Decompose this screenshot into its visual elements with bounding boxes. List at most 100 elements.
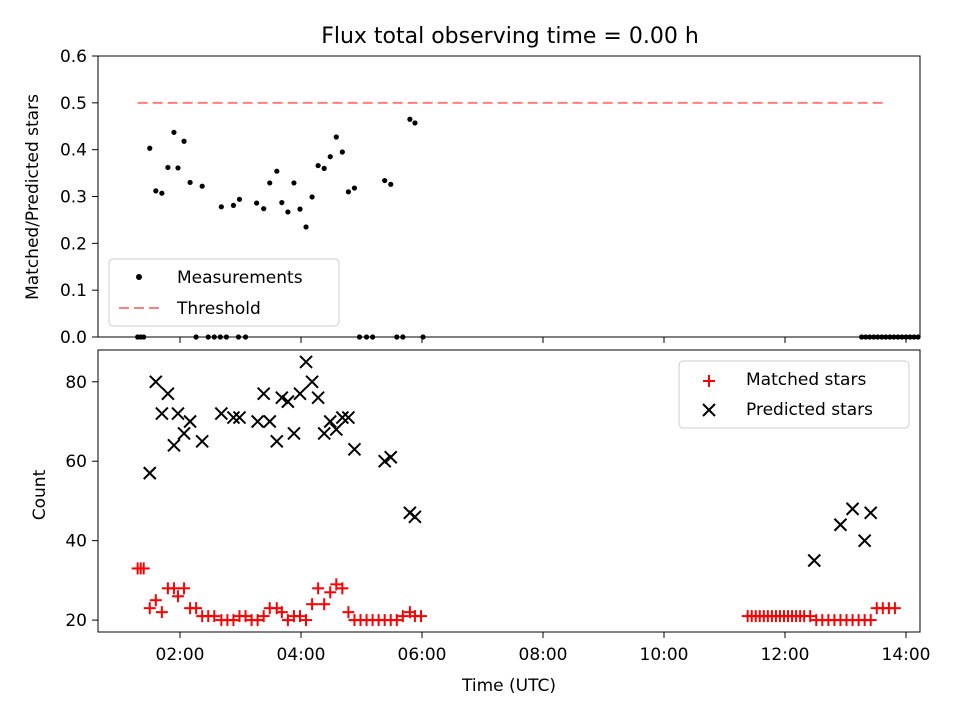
predicted-star-marker bbox=[143, 466, 157, 480]
predicted-star-marker bbox=[287, 426, 301, 441]
measurement-point bbox=[230, 202, 237, 208]
x-axis-label: Time (UTC) bbox=[461, 676, 556, 696]
predicted-star-marker bbox=[263, 414, 277, 429]
matched-star-marker bbox=[281, 614, 294, 627]
measurement-point bbox=[333, 134, 339, 140]
measurement-point bbox=[363, 334, 370, 340]
matched-star-marker bbox=[864, 614, 877, 627]
measurement-point bbox=[175, 165, 181, 171]
matched-star-marker bbox=[155, 606, 168, 619]
matched-star-marker bbox=[390, 614, 403, 627]
predicted-star-marker bbox=[335, 410, 350, 425]
bottom-x-tick-label: 12:00 bbox=[761, 645, 810, 665]
matched-star-marker bbox=[318, 598, 331, 611]
measurement-point bbox=[400, 334, 406, 340]
bottom-y-tick-label: 80 bbox=[65, 373, 87, 393]
measurement-point bbox=[911, 334, 917, 340]
top-y-axis-label: Matched/Predicted stars bbox=[23, 94, 43, 300]
measurement-point bbox=[199, 183, 205, 189]
bottom-x-tick-label: 06:00 bbox=[398, 645, 447, 665]
predicted-star-marker bbox=[384, 450, 398, 464]
matched-stars-points bbox=[131, 562, 901, 627]
top-y-tick-label: 0.2 bbox=[60, 234, 87, 254]
measurement-point bbox=[218, 204, 224, 210]
matched-star-marker bbox=[137, 562, 150, 575]
matched-star-marker bbox=[293, 610, 306, 623]
measurement-point bbox=[871, 334, 877, 340]
measurement-point bbox=[165, 164, 171, 171]
measurement-point bbox=[883, 334, 889, 340]
predicted-star-marker bbox=[833, 518, 848, 532]
matched-star-marker bbox=[414, 610, 427, 623]
top-y-tick-label: 0.1 bbox=[60, 281, 87, 301]
measurement-point bbox=[412, 120, 418, 126]
matched-star-marker bbox=[330, 578, 343, 591]
measurement-point bbox=[388, 181, 394, 187]
predicted-star-marker bbox=[299, 355, 313, 369]
matched-star-marker bbox=[275, 606, 288, 619]
measurement-point bbox=[235, 334, 242, 340]
bottom-y-tick-label: 60 bbox=[65, 452, 87, 472]
measurement-point bbox=[859, 334, 865, 340]
measurement-point bbox=[303, 224, 309, 230]
matched-star-marker bbox=[396, 610, 409, 623]
predicted-star-marker bbox=[281, 394, 295, 409]
matched-star-marker bbox=[251, 614, 264, 627]
measurement-point bbox=[147, 145, 153, 151]
matched-star-marker bbox=[149, 594, 162, 607]
predicted-star-marker bbox=[270, 434, 284, 449]
matched-star-marker bbox=[178, 582, 191, 595]
legend-marker-measurements bbox=[136, 274, 142, 280]
measurement-point bbox=[339, 149, 345, 155]
measurement-point bbox=[261, 206, 267, 212]
bottom-x-tick-label: 10:00 bbox=[640, 645, 689, 665]
measurement-point bbox=[205, 334, 211, 340]
matched-star-marker bbox=[888, 602, 901, 615]
top-panel: 0.0 0.1 0.2 0.3 0.4 0.5 0.6 Matched/Predicted … bbox=[23, 47, 921, 348]
measurement-point bbox=[369, 334, 376, 340]
predicted-star-marker bbox=[177, 426, 191, 441]
predicted-star-marker bbox=[311, 390, 325, 405]
measurement-point bbox=[907, 334, 913, 340]
top-y-tick-label: 0.4 bbox=[60, 141, 87, 161]
measurement-point bbox=[915, 334, 921, 340]
legend-label-predicted: Predicted stars bbox=[746, 400, 873, 420]
predicted-star-marker bbox=[864, 506, 878, 520]
predicted-star-marker bbox=[341, 410, 356, 425]
measurement-point bbox=[899, 334, 905, 340]
predicted-star-marker bbox=[171, 406, 185, 421]
measurement-point bbox=[242, 334, 249, 340]
legend-label-measurements: Measurements bbox=[177, 268, 303, 288]
measurement-point bbox=[223, 334, 229, 340]
matched-star-marker bbox=[208, 610, 221, 623]
matched-star-marker bbox=[143, 602, 156, 615]
top-y-tick-label: 0.6 bbox=[60, 47, 87, 67]
measurement-point bbox=[211, 334, 217, 340]
measurement-point bbox=[291, 180, 297, 186]
matched-star-marker bbox=[324, 586, 337, 599]
predicted-star-marker bbox=[214, 406, 229, 421]
predicted-star-marker bbox=[250, 414, 265, 429]
measurement-point bbox=[875, 334, 881, 340]
top-y-tick-label: 0.0 bbox=[60, 328, 87, 348]
matched-star-marker bbox=[312, 582, 325, 595]
predicted-star-marker bbox=[305, 375, 319, 389]
predicted-star-marker bbox=[226, 410, 241, 425]
chart-title: Flux total observing time = 0.00 h bbox=[321, 24, 699, 49]
top-y-tick-label: 0.5 bbox=[60, 94, 87, 114]
bottom-plot-area bbox=[97, 349, 921, 633]
legend-label-matched: Matched stars bbox=[746, 370, 866, 390]
measurement-point bbox=[285, 209, 291, 215]
predicted-stars-points bbox=[143, 355, 878, 568]
matched-star-marker bbox=[239, 610, 252, 623]
top-y-axis: 0.0 0.1 0.2 0.3 0.4 0.5 0.6 bbox=[60, 47, 98, 348]
predicted-star-marker bbox=[408, 510, 422, 524]
measurement-point bbox=[187, 179, 193, 186]
predicted-star-marker bbox=[323, 414, 337, 429]
predicted-star-marker bbox=[347, 442, 362, 457]
legend-label-threshold: Threshold bbox=[176, 299, 261, 319]
measurement-point bbox=[217, 334, 223, 340]
bottom-x-tick-label: 02:00 bbox=[156, 645, 205, 665]
bottom-y-tick-label: 40 bbox=[65, 532, 87, 552]
